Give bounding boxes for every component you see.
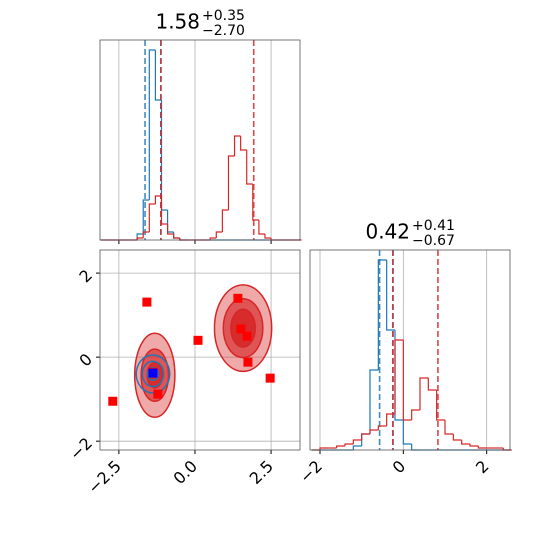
hist-step (352, 439, 362, 444)
hist-step (369, 429, 379, 434)
hist-step (252, 184, 259, 221)
hist-step (166, 210, 174, 233)
hist-step (452, 434, 462, 441)
axes-frame (99, 249, 301, 451)
hist-step (427, 378, 437, 391)
point (242, 331, 252, 341)
hist-step (227, 155, 235, 210)
hist-step (477, 446, 487, 449)
hist-step (264, 234, 272, 239)
hist-step (173, 234, 180, 239)
axes-frame (99, 39, 301, 241)
contour (141, 360, 165, 388)
x-tick-label: 2.5 (246, 457, 277, 488)
hist-step (221, 209, 229, 232)
x-tick-label: 0 (389, 457, 410, 478)
hist-step (154, 195, 162, 204)
hist-step (402, 340, 412, 421)
hist-step (411, 409, 420, 420)
hist-step (258, 220, 265, 235)
title-value: 1.58 (155, 10, 200, 34)
hist-step (209, 237, 217, 240)
hist-step (402, 420, 412, 445)
x-tick-label: 0.0 (170, 457, 201, 488)
hist-step (246, 150, 253, 185)
hist-step (233, 135, 241, 156)
hist-step (377, 425, 387, 430)
title-plus: +0.35 (202, 8, 245, 24)
hist-step (369, 369, 379, 434)
contour (146, 366, 160, 382)
hist-step (160, 100, 168, 211)
hist-step (394, 339, 404, 414)
point (265, 373, 275, 383)
x-tick-label: 2 (472, 457, 493, 478)
point (148, 368, 158, 378)
point (233, 293, 243, 303)
y-tick-label: −2 (66, 434, 96, 464)
x-tick-label: −2 (296, 457, 326, 487)
hist-step (154, 50, 162, 101)
hist-step (411, 444, 420, 451)
axes-frame (309, 249, 511, 451)
point (108, 396, 118, 406)
x-tick-label: −2.5 (84, 457, 125, 498)
hist-step (240, 136, 247, 151)
hist-step (386, 260, 395, 331)
hist-step (215, 231, 223, 238)
point (142, 297, 152, 307)
hist-step (419, 377, 429, 410)
title-plus: +0.41 (412, 218, 455, 234)
hist-step (142, 199, 150, 234)
title-minus: −0.67 (412, 233, 455, 249)
hist-step (386, 413, 395, 426)
hist-step (444, 420, 454, 435)
hist-step (173, 232, 180, 239)
hist-step (166, 224, 174, 235)
hist-step (436, 390, 445, 421)
hist-step (136, 233, 144, 240)
contour (135, 354, 171, 394)
y-tick-label: 2 (75, 266, 96, 287)
point (193, 335, 203, 345)
hist-step (461, 440, 470, 445)
hist-step (361, 433, 370, 440)
hist-step (361, 433, 370, 446)
point (236, 324, 246, 334)
point (153, 389, 163, 399)
title-minus: −2.70 (202, 23, 245, 39)
title-value: 0.42 (365, 220, 410, 244)
hist-step (469, 444, 479, 447)
hist-step (394, 330, 404, 421)
hist-step (136, 237, 144, 240)
point (243, 357, 253, 367)
hist-step (148, 203, 156, 232)
hist-step (319, 447, 329, 450)
hist-step (344, 443, 354, 446)
hist-step (377, 259, 387, 370)
hist-step (148, 49, 156, 200)
hist-step (142, 231, 150, 238)
hist-step (336, 445, 345, 448)
y-tick-label: 0 (75, 350, 96, 371)
hist-step (352, 445, 362, 450)
